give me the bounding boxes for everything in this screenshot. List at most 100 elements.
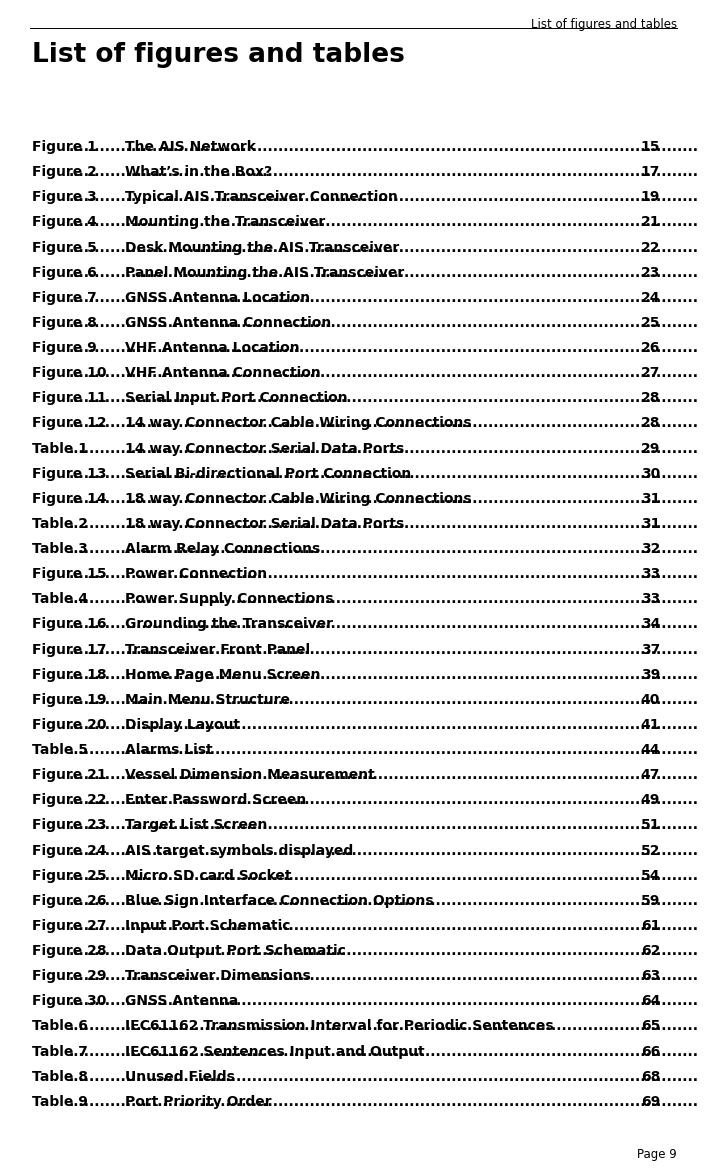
Text: 61: 61 <box>641 919 660 933</box>
Text: Figure 29: Figure 29 <box>32 970 107 984</box>
Text: Micro SD card Socket: Micro SD card Socket <box>125 869 291 883</box>
Text: Mounting the Transceiver: Mounting the Transceiver <box>125 215 325 230</box>
Text: Transceiver Front Panel: Transceiver Front Panel <box>125 643 310 657</box>
Text: 28: 28 <box>641 417 660 431</box>
Text: ................................................................................: ........................................… <box>69 1070 699 1083</box>
Text: 26: 26 <box>641 341 660 355</box>
Text: ................................................................................: ........................................… <box>69 819 699 833</box>
Text: Figure 26: Figure 26 <box>32 893 107 908</box>
Text: ................................................................................: ........................................… <box>69 970 699 984</box>
Text: Figure 11: Figure 11 <box>32 391 107 405</box>
Text: ................................................................................: ........................................… <box>69 643 699 657</box>
Text: Figure 22: Figure 22 <box>32 793 107 807</box>
Text: ................................................................................: ........................................… <box>69 542 699 556</box>
Text: Figure 25: Figure 25 <box>32 869 107 883</box>
Text: VHF Antenna Location: VHF Antenna Location <box>125 341 300 355</box>
Text: Display Layout: Display Layout <box>125 718 240 732</box>
Text: Input Port Schematic: Input Port Schematic <box>125 919 291 933</box>
Text: 14 way Connector Cable Wiring Connections: 14 way Connector Cable Wiring Connection… <box>125 417 472 431</box>
Text: 32: 32 <box>641 542 660 556</box>
Text: What’s in the Box?: What’s in the Box? <box>125 165 272 179</box>
Text: Alarm Relay Connections: Alarm Relay Connections <box>125 542 320 556</box>
Text: 41: 41 <box>641 718 660 732</box>
Text: Figure 14: Figure 14 <box>32 492 107 506</box>
Text: ................................................................................: ........................................… <box>69 567 699 581</box>
Text: 15: 15 <box>641 141 660 155</box>
Text: ................................................................................: ........................................… <box>69 417 699 431</box>
Text: 44: 44 <box>641 744 660 758</box>
Text: ................................................................................: ........................................… <box>69 492 699 506</box>
Text: ................................................................................: ........................................… <box>69 266 699 280</box>
Text: 64: 64 <box>641 994 660 1008</box>
Text: Figure 28: Figure 28 <box>32 944 107 958</box>
Text: 63: 63 <box>641 970 660 984</box>
Text: Typical AIS Transceiver Connection: Typical AIS Transceiver Connection <box>125 190 398 204</box>
Text: Figure 1: Figure 1 <box>32 141 97 155</box>
Text: Table 5: Table 5 <box>32 744 88 758</box>
Text: ................................................................................: ........................................… <box>69 1045 699 1059</box>
Text: AIS target symbols displayed: AIS target symbols displayed <box>125 843 354 857</box>
Text: 25: 25 <box>641 316 660 330</box>
Text: Desk Mounting the AIS Transceiver: Desk Mounting the AIS Transceiver <box>125 240 399 254</box>
Text: ................................................................................: ........................................… <box>69 516 699 530</box>
Text: Figure 8: Figure 8 <box>32 316 97 330</box>
Text: Figure 6: Figure 6 <box>32 266 97 280</box>
Text: 21: 21 <box>641 215 660 230</box>
Text: Figure 30: Figure 30 <box>32 994 106 1008</box>
Text: ................................................................................: ........................................… <box>69 693 699 707</box>
Text: ................................................................................: ........................................… <box>69 593 699 607</box>
Text: 33: 33 <box>641 593 660 607</box>
Text: Power Supply Connections: Power Supply Connections <box>125 593 334 607</box>
Text: ................................................................................: ........................................… <box>69 617 699 631</box>
Text: 22: 22 <box>641 240 660 254</box>
Text: 66: 66 <box>641 1045 660 1059</box>
Text: 33: 33 <box>641 567 660 581</box>
Text: Table 1: Table 1 <box>32 441 88 456</box>
Text: Table 6: Table 6 <box>32 1020 88 1034</box>
Text: Alarms List: Alarms List <box>125 744 213 758</box>
Text: ................................................................................: ........................................… <box>69 316 699 330</box>
Text: 30: 30 <box>641 467 660 480</box>
Text: 29: 29 <box>641 441 660 456</box>
Text: 31: 31 <box>641 492 660 506</box>
Text: ................................................................................: ........................................… <box>69 944 699 958</box>
Text: 14 way Connector Serial Data Ports: 14 way Connector Serial Data Ports <box>125 441 404 456</box>
Text: ................................................................................: ........................................… <box>69 391 699 405</box>
Text: ................................................................................: ........................................… <box>69 869 699 883</box>
Text: 18 way Connector Cable Wiring Connections: 18 way Connector Cable Wiring Connection… <box>125 492 472 506</box>
Text: Figure 23: Figure 23 <box>32 819 107 833</box>
Text: The AIS Network: The AIS Network <box>125 141 256 155</box>
Text: 23: 23 <box>641 266 660 280</box>
Text: 54: 54 <box>641 869 660 883</box>
Text: 59: 59 <box>641 893 660 908</box>
Text: Table 9: Table 9 <box>32 1095 88 1109</box>
Text: 69: 69 <box>641 1095 660 1109</box>
Text: Figure 27: Figure 27 <box>32 919 107 933</box>
Text: Target List Screen: Target List Screen <box>125 819 267 833</box>
Text: ................................................................................: ........................................… <box>69 667 699 682</box>
Text: Power Connection: Power Connection <box>125 567 267 581</box>
Text: Figure 3: Figure 3 <box>32 190 97 204</box>
Text: 27: 27 <box>641 367 660 381</box>
Text: 34: 34 <box>641 617 660 631</box>
Text: 51: 51 <box>641 819 660 833</box>
Text: ................................................................................: ........................................… <box>69 290 699 304</box>
Text: Figure 10: Figure 10 <box>32 367 107 381</box>
Text: Serial Bi-directional Port Connection: Serial Bi-directional Port Connection <box>125 467 411 480</box>
Text: ................................................................................: ........................................… <box>69 768 699 782</box>
Text: 37: 37 <box>641 643 660 657</box>
Text: ................................................................................: ........................................… <box>69 744 699 758</box>
Text: List of figures and tables: List of figures and tables <box>531 18 677 30</box>
Text: 49: 49 <box>641 793 660 807</box>
Text: Panel Mounting the AIS Transceiver: Panel Mounting the AIS Transceiver <box>125 266 404 280</box>
Text: 18 way Connector Serial Data Ports: 18 way Connector Serial Data Ports <box>125 516 404 530</box>
Text: Table 7: Table 7 <box>32 1045 88 1059</box>
Text: IEC61162 Transmission Interval for Periodic Sentences: IEC61162 Transmission Interval for Perio… <box>125 1020 554 1034</box>
Text: ................................................................................: ........................................… <box>69 718 699 732</box>
Text: Port Priority Order: Port Priority Order <box>125 1095 271 1109</box>
Text: Figure 16: Figure 16 <box>32 617 107 631</box>
Text: Figure 24: Figure 24 <box>32 843 107 857</box>
Text: Transceiver Dimensions: Transceiver Dimensions <box>125 970 311 984</box>
Text: Table 8: Table 8 <box>32 1070 88 1083</box>
Text: Grounding the Transceiver: Grounding the Transceiver <box>125 617 333 631</box>
